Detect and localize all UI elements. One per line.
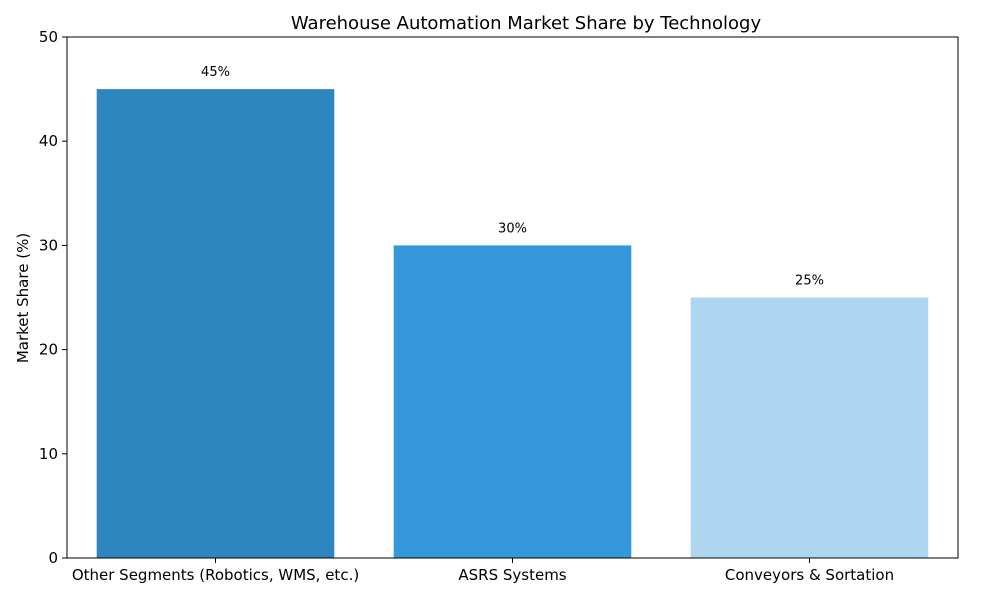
data-label-0: 45% bbox=[201, 65, 230, 80]
y-tick-label-2: 20 bbox=[39, 341, 58, 359]
y-tick-label-3: 30 bbox=[39, 236, 58, 254]
data-label-1: 30% bbox=[498, 221, 527, 236]
y-axis-label: Market Share (%) bbox=[14, 233, 32, 363]
bar-2 bbox=[690, 297, 929, 558]
chart-title: Warehouse Automation Market Share by Tec… bbox=[291, 13, 762, 34]
plot-frame bbox=[66, 36, 959, 559]
bars-group bbox=[96, 89, 929, 558]
x-tick-label-2: Conveyors & Sortation bbox=[725, 566, 894, 584]
y-tick-label-4: 40 bbox=[39, 132, 58, 150]
data-labels-group: 45% 30% 25% bbox=[201, 65, 824, 288]
data-label-2: 25% bbox=[795, 274, 824, 289]
bar-1 bbox=[393, 245, 632, 558]
y-tick-label-0: 0 bbox=[48, 549, 58, 567]
y-axis: 0 10 20 30 40 50 bbox=[39, 28, 67, 567]
bar-0 bbox=[96, 89, 335, 558]
x-tick-label-0: Other Segments (Robotics, WMS, etc.) bbox=[72, 566, 359, 584]
y-tick-label-1: 10 bbox=[39, 445, 58, 463]
x-tick-label-1: ASRS Systems bbox=[458, 566, 566, 584]
x-axis: Other Segments (Robotics, WMS, etc.) ASRS… bbox=[72, 558, 894, 584]
y-tick-label-5: 50 bbox=[39, 28, 58, 46]
